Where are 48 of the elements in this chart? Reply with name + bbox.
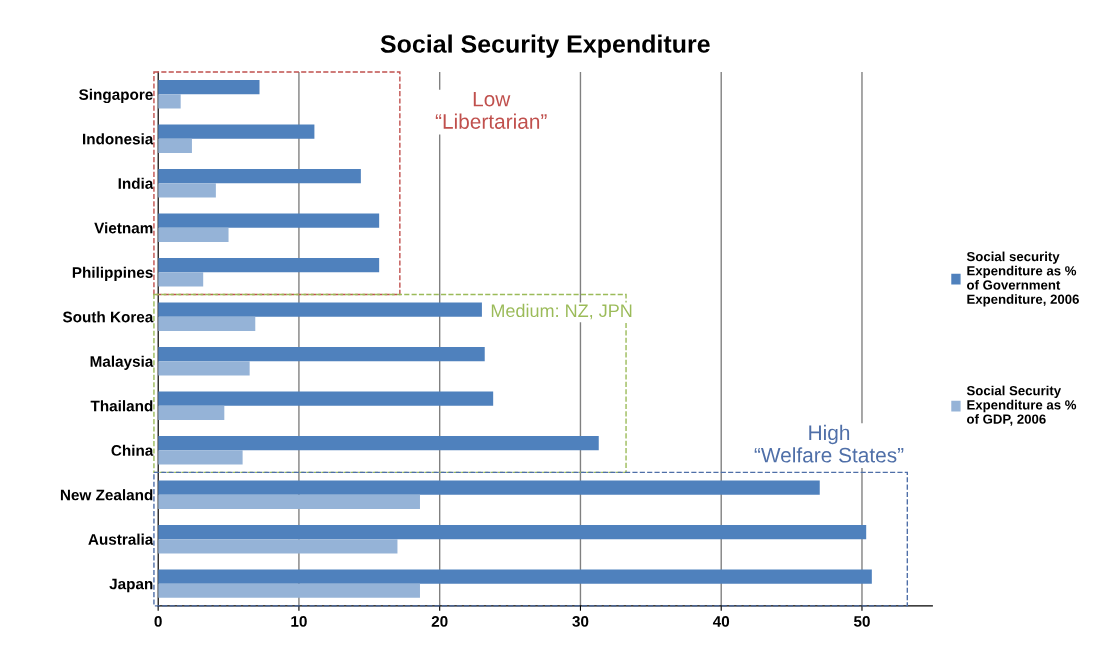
bar <box>158 316 256 331</box>
x-tick-label: 0 <box>154 616 162 627</box>
bar <box>158 138 192 154</box>
bar <box>158 94 181 109</box>
x-tick-label: 40 <box>712 616 730 627</box>
x-tick-label: 10 <box>291 616 307 627</box>
bar <box>158 213 380 228</box>
y-tick-label: China <box>111 444 154 456</box>
bar <box>158 272 204 287</box>
bar <box>158 346 485 362</box>
annotation: Medium: NZ, JPN <box>491 303 632 320</box>
y-tick-label: New Zealand <box>60 489 153 501</box>
bar <box>158 524 867 540</box>
bar <box>158 494 420 509</box>
legend-label: Social Security Expenditure as % of GDP, 2006 <box>966 385 1077 426</box>
bar <box>158 227 229 242</box>
y-tick-label: Thailand <box>90 400 153 412</box>
bar <box>158 480 820 495</box>
y-tick-label: Australia <box>88 533 154 545</box>
annotation: High “Welfare States” <box>754 424 904 463</box>
bar <box>158 258 380 273</box>
legend-label: Social security Expenditure as % of Government Expenditure, 2006 <box>966 251 1079 307</box>
x-tick-label: 20 <box>431 616 448 627</box>
y-tick-label: South Korea <box>62 311 154 323</box>
bar <box>158 391 494 406</box>
bar <box>158 435 599 451</box>
bar <box>158 405 225 420</box>
bar <box>158 302 482 317</box>
bar <box>158 80 260 95</box>
y-tick-label: Singapore <box>79 88 153 104</box>
bar <box>158 124 315 139</box>
y-tick-label: India <box>118 177 154 189</box>
x-tick-label: 30 <box>572 616 589 627</box>
chart-title: Social Security Expenditure <box>380 34 710 58</box>
bar <box>158 183 216 198</box>
bar <box>158 569 872 584</box>
x-tick-label: 50 <box>853 616 870 627</box>
bar <box>158 583 420 598</box>
y-tick-label: Vietnam <box>94 222 153 234</box>
y-tick-label: Malaysia <box>90 355 154 370</box>
y-tick-label: Philippines <box>72 266 153 281</box>
bar <box>158 361 250 376</box>
y-tick-label: Indonesia <box>83 133 154 145</box>
bar <box>158 169 361 184</box>
y-tick-label: Japan <box>109 578 153 593</box>
bar <box>158 539 398 554</box>
annotation: Low “Libertarian” <box>435 91 547 129</box>
bar <box>158 450 243 465</box>
